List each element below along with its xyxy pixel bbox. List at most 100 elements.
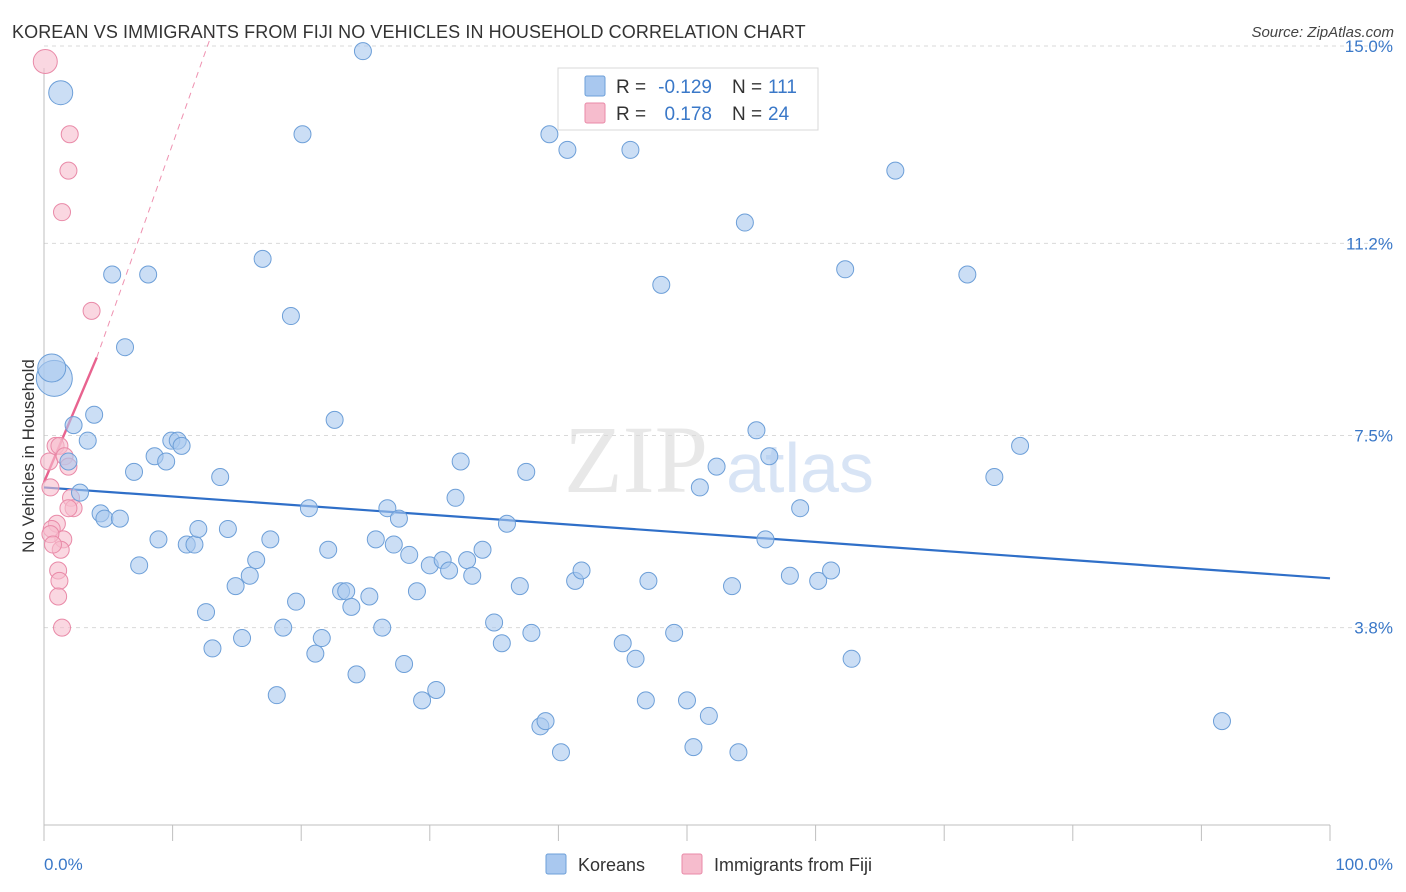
stats-legend: R = -0.129 N = 111 R = 0.178 N = 24 — [557, 67, 819, 131]
korean-point — [218, 519, 237, 538]
korean-point — [780, 566, 799, 585]
data-points — [32, 42, 1231, 762]
korean-point — [342, 597, 361, 616]
korean-point — [253, 249, 272, 268]
korean-point — [85, 405, 104, 424]
fiji-series-label: Immigrants from Fiji — [714, 855, 872, 875]
koreans-n-value: 111 — [768, 77, 797, 98]
y-tick-label: 7.5% — [1354, 426, 1393, 445]
y-tick-label: 15.0% — [1345, 37, 1393, 56]
fiji-trendline-extension — [96, 35, 212, 358]
korean-point — [684, 738, 703, 757]
korean-point — [384, 535, 403, 554]
korean-point — [378, 499, 397, 518]
korean-point — [1011, 436, 1030, 455]
korean-point — [37, 353, 67, 383]
korean-point — [233, 629, 252, 648]
fiji-point — [40, 452, 59, 471]
korean-point — [791, 499, 810, 518]
y-axis-label: No Vehicles in Household — [19, 359, 38, 553]
korean-point — [540, 125, 559, 144]
korean-point — [985, 468, 1004, 487]
korean-point — [626, 649, 645, 668]
fiji-legend-swatch — [584, 102, 606, 124]
koreans-series-label: Koreans — [578, 855, 645, 875]
fiji-point — [32, 49, 58, 75]
fiji-point — [59, 161, 78, 180]
fiji-point — [82, 301, 101, 320]
korean-point — [842, 649, 861, 668]
korean-point — [735, 213, 754, 232]
koreans-r-value: -0.129 — [658, 77, 712, 98]
korean-point — [185, 535, 204, 554]
korean-point — [274, 618, 293, 637]
watermark: ZIP atlas — [564, 406, 874, 513]
korean-point — [407, 582, 426, 601]
korean-point — [319, 540, 338, 559]
korean-point — [347, 665, 366, 684]
chart-title: KOREAN VS IMMIGRANTS FROM FIJI NO VEHICL… — [12, 22, 806, 42]
fiji-point — [49, 587, 68, 606]
korean-point — [1212, 712, 1231, 731]
korean-point — [809, 571, 828, 590]
koreans-legend-swatch — [584, 75, 606, 97]
korean-point — [337, 582, 356, 601]
korean-point — [413, 691, 432, 710]
korean-point — [492, 634, 511, 653]
korean-point — [48, 80, 74, 106]
korean-point — [639, 571, 658, 590]
watermark-zip: ZIP — [564, 406, 708, 513]
korean-point — [172, 436, 191, 455]
korean-point — [458, 551, 477, 570]
fiji-r-label: R = — [616, 104, 646, 125]
korean-point — [95, 509, 114, 528]
fiji-point — [53, 203, 72, 222]
korean-point — [125, 462, 144, 481]
korean-point — [189, 519, 208, 538]
korean-point — [103, 265, 122, 284]
axes — [43, 68, 1331, 841]
tick-labels: 3.8% 7.5% 11.2% 15.0% 0.0% 100.0% — [44, 37, 1393, 874]
x-tick-label: 100.0% — [1335, 855, 1393, 874]
fiji-point — [41, 478, 60, 497]
korean-point — [247, 551, 266, 570]
korean-point — [293, 125, 312, 144]
korean-point — [312, 629, 331, 648]
korean-point — [281, 307, 300, 326]
x-tick-label: 0.0% — [44, 855, 83, 874]
korean-point — [621, 140, 640, 159]
fiji-point — [59, 499, 78, 518]
korean-point — [463, 566, 482, 585]
korean-point — [110, 509, 129, 528]
korean-point — [261, 530, 280, 549]
fiji-r-value: 0.178 — [664, 104, 712, 125]
fiji-point — [50, 571, 69, 590]
korean-point — [116, 338, 135, 357]
fiji-n-label: N = — [732, 104, 762, 125]
y-tick-label: 3.8% — [1354, 619, 1393, 638]
chart-source: Source: ZipAtlas.com — [1251, 24, 1394, 41]
korean-point — [485, 613, 504, 632]
korean-point — [130, 556, 149, 575]
korean-point — [240, 566, 259, 585]
korean-point — [613, 634, 632, 653]
korean-point — [373, 618, 392, 637]
koreans-series-swatch — [545, 853, 567, 875]
korean-point — [400, 545, 419, 564]
korean-point — [665, 623, 684, 642]
korean-point — [226, 577, 245, 596]
korean-point — [211, 468, 230, 487]
korean-point — [360, 587, 379, 606]
korean-point — [723, 577, 742, 596]
korean-point — [690, 478, 709, 497]
korean-point — [958, 265, 977, 284]
korean-point — [287, 592, 306, 611]
korean-point — [353, 42, 372, 61]
korean-point — [427, 680, 446, 699]
korean-point — [517, 462, 536, 481]
watermark-atlas: atlas — [726, 429, 874, 507]
fiji-series-swatch — [681, 853, 703, 875]
fiji-point — [53, 618, 72, 637]
korean-point — [64, 416, 83, 435]
